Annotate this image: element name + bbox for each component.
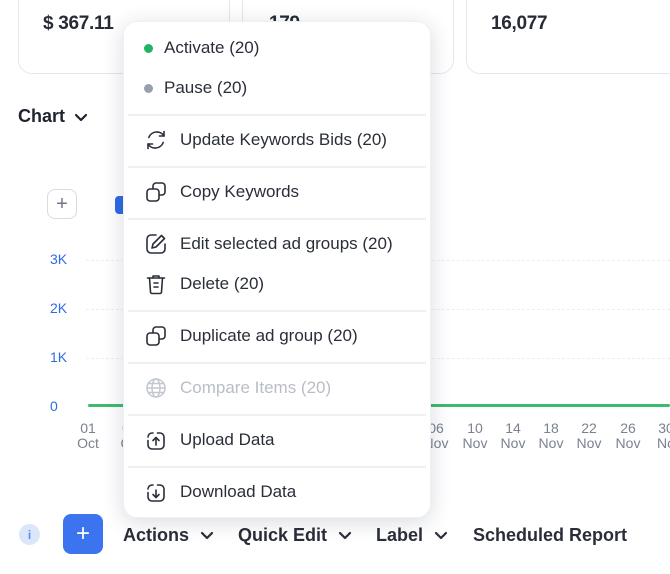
status-dot-icon [144,83,153,93]
copy-icon [143,179,169,205]
menu-item-compare-items: Compare Items (20) [124,369,430,407]
x-tick-month: Nov [462,435,488,451]
refresh-icon [143,127,169,153]
menu-divider [128,166,426,168]
menu-item-download-data[interactable]: Download Data [124,473,430,511]
menu-item-label: Download Data [180,482,297,501]
x-tick-month: Nov [615,435,641,451]
menu-item-duplicate-ad-group[interactable]: Duplicate ad group (20) [124,317,430,355]
menu-item-label: Activate (20) [164,38,260,57]
edit-icon [143,231,169,257]
add-button[interactable]: + [63,514,103,554]
menu-item-update-keyword-bids[interactable]: Update Keywords Bids (20) [124,121,430,159]
menu-item-label: Copy Keywords [180,182,300,201]
x-tick-month: No [657,435,670,451]
stat-card-right: 16,077 [466,0,670,74]
menu-item-upload-data[interactable]: Upload Data [124,421,430,459]
stat-value: $ 367.11 [43,13,114,34]
chevron-down-icon [434,531,448,540]
menu-item-label: Edit selected ad groups (20) [180,234,393,253]
menu-item-label: Delete (20) [180,274,265,293]
x-tick-month: Oct [77,435,99,451]
label-dropdown[interactable]: Label [376,522,449,548]
menu-item-activate[interactable]: Activate (20) [124,29,430,67]
chart-toggle-label: Chart [18,106,66,126]
x-tick-month: Nov [576,435,602,451]
menu-divider [128,466,426,468]
y-tick-label: 2K [50,300,68,316]
chart-toggle[interactable]: Chart [18,106,89,127]
menu-divider [128,362,426,364]
x-tick-month: Nov [500,435,526,451]
menu-item-label: Update Keywords Bids (20) [180,130,387,149]
x-tick-label: 14 Nov [493,421,533,451]
menu-divider [128,310,426,312]
actions-label: Actions [123,524,190,545]
menu-divider [128,414,426,416]
stat-value: 16,077 [491,13,548,34]
duplicate-icon [143,323,169,349]
download-icon [143,479,169,505]
globe-icon [143,375,169,401]
menu-divider [128,114,426,116]
x-tick-month: Nov [538,435,564,451]
menu-item-label: Upload Data [180,430,275,449]
x-tick-label: 30No [646,421,670,451]
x-tick-day: 14 [505,420,521,436]
quick-edit-label: Quick Edit [238,524,328,545]
menu-item-label: Compare Items (20) [180,378,332,397]
x-tick-label: 22 Nov [569,421,609,451]
x-tick-label: 18 Nov [531,421,571,451]
x-tick-day: 01 [80,420,96,436]
add-series-button[interactable]: + [47,189,77,219]
x-tick-day: 30 [658,420,670,436]
quick-edit-dropdown[interactable]: Quick Edit [238,522,353,548]
y-tick-label: 3K [50,251,68,267]
menu-item-label: Duplicate ad group (20) [180,326,358,345]
x-tick-day: 26 [620,420,636,436]
x-tick-day: 10 [467,420,483,436]
chevron-down-icon [74,113,88,121]
x-tick-day: 22 [581,420,597,436]
trash-icon [143,271,169,297]
y-tick-label: 0 [50,398,58,414]
actions-menu: Activate (20) Pause (20) Update Keywords… [123,21,431,518]
x-tick-day: 06 [428,420,444,436]
chevron-down-icon [200,531,214,540]
info-icon[interactable]: i [19,524,40,545]
x-tick-label: 10 Nov [455,421,495,451]
menu-item-copy-keywords[interactable]: Copy Keywords [124,173,430,211]
menu-divider [128,218,426,220]
actions-dropdown[interactable]: Actions [123,522,215,548]
scheduled-report-label: Scheduled Report [473,524,628,545]
chevron-down-icon [338,531,352,540]
scheduled-report-button[interactable]: Scheduled Report [473,522,627,548]
x-tick-label: 01 Oct [68,421,108,451]
menu-item-pause[interactable]: Pause (20) [124,69,430,107]
upload-icon [143,427,169,453]
x-tick-label: 26 Nov [608,421,648,451]
menu-item-label: Pause (20) [164,78,248,97]
y-tick-label: 1K [50,349,68,365]
label-dropdown-label: Label [376,524,424,545]
menu-item-edit-ad-groups[interactable]: Edit selected ad groups (20) [124,225,430,263]
x-tick-day: 18 [543,420,559,436]
status-dot-icon [144,43,153,53]
menu-item-delete[interactable]: Delete (20) [124,265,430,303]
